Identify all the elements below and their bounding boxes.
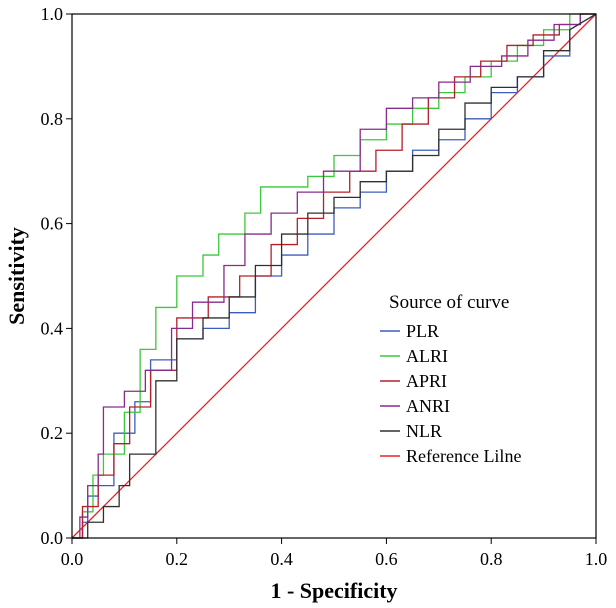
series-line-anri	[72, 13, 596, 539]
legend-label: ALRI	[406, 346, 448, 366]
y-axis-title: Sensitivity	[4, 227, 29, 325]
legend-label: ANRI	[406, 396, 450, 416]
y-tick-label: 0.0	[41, 528, 64, 548]
x-tick-label: 0.0	[61, 549, 84, 569]
legend-label: APRI	[406, 371, 447, 391]
x-tick-label: 1.0	[585, 549, 608, 569]
y-tick-label: 0.6	[41, 214, 64, 234]
y-tick-label: 0.4	[41, 318, 64, 338]
legend-label: Reference Lilne	[406, 446, 521, 466]
y-tick-label: 0.2	[41, 423, 64, 443]
series-layer	[71, 13, 597, 539]
legend-title: Source of curve	[389, 292, 509, 313]
x-tick-label: 0.8	[480, 549, 503, 569]
x-axis-title: 1 - Specificity	[270, 578, 397, 603]
legend-label: PLR	[406, 321, 439, 341]
x-tick-label: 0.2	[166, 549, 189, 569]
y-tick-label: 0.8	[41, 109, 64, 129]
x-axis: 0.0 0.2 0.4 0.6 0.8 1.0	[61, 538, 608, 569]
series-line-reference-lilne	[71, 13, 597, 539]
y-axis: 0.0 0.2 0.4 0.6 0.8 1.0	[41, 4, 72, 548]
series-line-nlr	[72, 13, 597, 539]
legend-items: PLR ALRI APRI ANRI NLR Reference Lilne	[380, 321, 521, 466]
series-line-apri	[72, 13, 596, 539]
x-tick-label: 0.6	[375, 549, 398, 569]
legend-label: NLR	[406, 421, 442, 441]
legend: Source of curve PLR ALRI APRI ANRI NLR Refere…	[380, 292, 521, 466]
plot-frame	[71, 13, 597, 539]
x-tick-label: 0.4	[270, 549, 293, 569]
series-line-alri	[72, 13, 596, 539]
y-tick-label: 1.0	[41, 4, 64, 24]
